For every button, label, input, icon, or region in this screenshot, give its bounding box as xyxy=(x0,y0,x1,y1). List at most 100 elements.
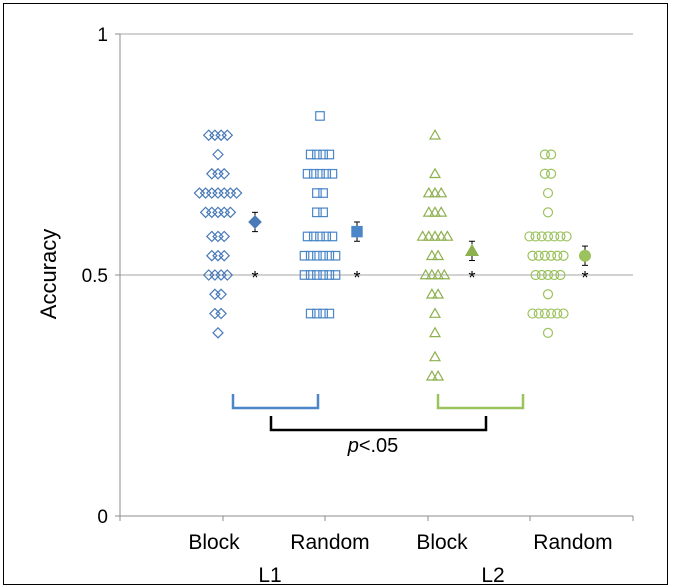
data-point xyxy=(318,149,328,160)
data-points xyxy=(193,111,572,381)
data-point xyxy=(552,308,563,319)
grid-lines xyxy=(120,33,633,276)
data-point xyxy=(552,250,563,261)
y-tick-label: 1 xyxy=(97,25,108,46)
data-point xyxy=(422,186,435,198)
y-tick-label: 0 xyxy=(97,507,108,528)
bracket-l1 xyxy=(231,394,320,410)
data-point xyxy=(315,111,325,121)
data-point xyxy=(212,326,224,339)
data-point xyxy=(312,207,322,218)
data-point xyxy=(542,231,554,242)
data-point xyxy=(212,249,224,262)
data-point xyxy=(549,269,560,281)
x-category-label: Random xyxy=(533,531,612,554)
data-point xyxy=(205,249,218,262)
data-point xyxy=(308,168,319,179)
data-point xyxy=(212,230,224,243)
x-group-label: L1 xyxy=(258,564,281,587)
data-point xyxy=(205,206,218,219)
data-point xyxy=(305,270,316,280)
significance-star: * xyxy=(468,268,475,288)
data-point xyxy=(230,187,243,199)
p-value-annotation: p<.05 xyxy=(347,435,399,457)
data-point xyxy=(224,206,237,219)
data-point xyxy=(425,370,438,381)
x-group-label: L2 xyxy=(481,564,504,587)
data-point xyxy=(205,230,218,243)
data-point xyxy=(428,307,442,318)
data-point xyxy=(428,326,442,338)
data-point xyxy=(533,308,544,319)
data-point xyxy=(209,288,221,301)
data-point xyxy=(324,149,335,160)
data-point xyxy=(302,168,313,179)
data-point xyxy=(318,250,328,261)
mean-marker xyxy=(351,225,363,238)
data-point xyxy=(218,167,231,180)
y-axis-label: Accuracy xyxy=(36,229,61,319)
data-point xyxy=(432,370,445,381)
data-point xyxy=(555,231,566,242)
data-point xyxy=(545,149,557,160)
data-point xyxy=(324,270,335,280)
data-point xyxy=(428,129,442,140)
data-point xyxy=(305,250,316,261)
data-point xyxy=(312,149,322,160)
data-point xyxy=(202,129,215,142)
data-point xyxy=(432,249,445,261)
data-point xyxy=(199,206,212,219)
x-category-label: Random xyxy=(290,531,369,554)
x-category-label: Block xyxy=(188,531,240,554)
data-point xyxy=(542,187,554,199)
y-tick-label: 0.5 xyxy=(82,266,108,287)
mean-marker xyxy=(578,249,591,262)
data-point xyxy=(305,308,316,319)
data-point xyxy=(318,188,328,198)
data-point xyxy=(330,270,341,280)
data-point xyxy=(533,250,544,261)
data-point xyxy=(432,288,445,299)
data-point xyxy=(212,167,224,180)
data-point xyxy=(308,231,319,242)
data-point xyxy=(215,129,227,142)
data-point xyxy=(539,250,551,261)
data-point xyxy=(542,269,554,281)
data-point xyxy=(435,206,448,217)
data-point xyxy=(536,269,547,281)
data-point xyxy=(312,250,322,261)
data-point xyxy=(212,187,224,199)
data-point xyxy=(438,268,451,280)
data-point xyxy=(428,206,442,217)
data-point xyxy=(209,129,221,142)
axes: 0 0.5 1 Block Random Block Random L1 L2 xyxy=(82,25,634,587)
data-point xyxy=(330,250,341,261)
data-point xyxy=(425,249,438,261)
data-point xyxy=(218,230,231,243)
data-point xyxy=(327,168,338,179)
data-point xyxy=(321,168,332,179)
significance-star: * xyxy=(353,268,360,288)
data-point xyxy=(428,186,442,198)
data-point xyxy=(561,231,572,242)
data-point xyxy=(524,231,535,242)
data-point xyxy=(318,207,328,218)
data-point xyxy=(435,230,448,241)
data-point xyxy=(428,350,442,362)
data-point xyxy=(312,270,322,280)
mean-marker xyxy=(248,215,262,229)
data-point xyxy=(193,187,206,199)
data-point xyxy=(527,250,538,261)
data-point xyxy=(432,268,445,280)
data-point xyxy=(224,187,237,199)
data-point xyxy=(318,308,328,319)
data-point xyxy=(327,231,338,242)
data-point xyxy=(324,308,335,319)
data-point xyxy=(212,206,224,219)
data-point xyxy=(558,250,569,261)
data-point xyxy=(425,288,438,299)
significance-star: * xyxy=(251,268,258,288)
data-point xyxy=(555,269,566,281)
data-point xyxy=(299,250,310,261)
